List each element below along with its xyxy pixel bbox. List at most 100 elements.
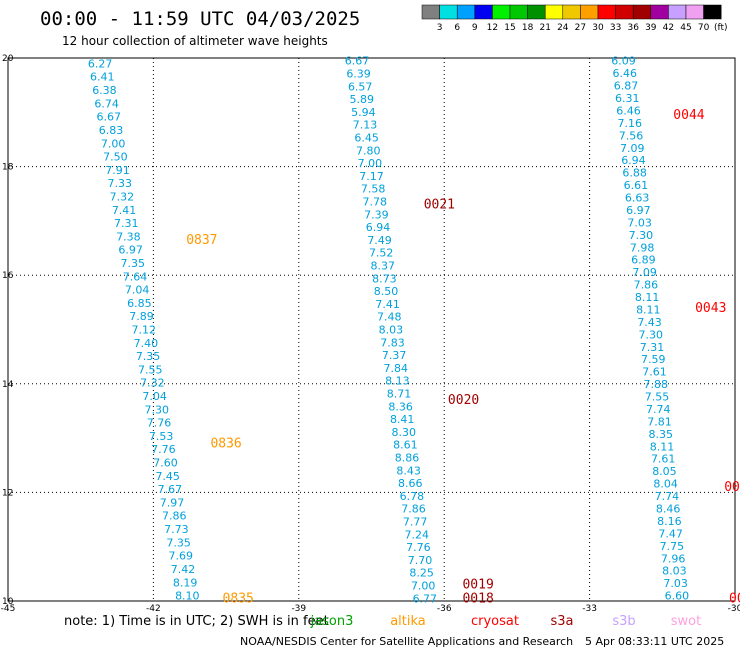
wave-height-point: 7.40 — [134, 337, 159, 350]
wave-height-point: 7.32 — [140, 377, 165, 390]
colorbar-label: 9 — [472, 23, 478, 33]
y-tick-label: 12 — [2, 488, 13, 498]
wave-height-point: 8.61 — [393, 439, 418, 452]
colorbar-label: 6 — [454, 23, 460, 33]
wave-height-point: 6.97 — [626, 204, 651, 217]
wave-height-point: 6.94 — [621, 154, 646, 167]
y-tick-label: 14 — [2, 380, 14, 390]
wave-height-point: 7.30 — [629, 229, 654, 242]
pass-label: 0044 — [673, 108, 704, 123]
pass-label: 0835 — [223, 591, 254, 606]
pass-label: 0020 — [448, 393, 479, 408]
grid — [8, 58, 735, 601]
pass-label: 0837 — [186, 233, 217, 248]
satellite-legend: jason3 altika cryosat s3a s3b swot — [310, 614, 702, 629]
wave-height-point: 7.43 — [637, 316, 662, 329]
x-tick-label: -30 — [728, 604, 740, 614]
pass-label: 0043 — [695, 301, 726, 316]
wave-height-point: 7.48 — [377, 311, 402, 324]
wave-height-point: 7.00 — [411, 579, 436, 592]
wave-height-point: 6.85 — [127, 297, 152, 310]
wave-height-point: 8.13 — [385, 375, 410, 388]
wave-height-point: 7.16 — [617, 117, 642, 130]
wave-height-point: 6.38 — [92, 84, 117, 97]
colorbar-swatch — [632, 4, 652, 20]
wave-height-point: 7.96 — [661, 552, 686, 565]
wave-height-point: 7.52 — [369, 247, 394, 260]
colorbar-swatch — [650, 4, 669, 20]
wave-height-point: 7.12 — [131, 324, 156, 337]
x-tick-label: -45 — [1, 604, 16, 614]
wave-height-point: 8.19 — [173, 576, 198, 589]
pass-label: 0018 — [462, 591, 493, 606]
wave-height-point: 6.46 — [616, 104, 641, 117]
pass-label: 0021 — [424, 198, 455, 213]
wave-height-point: 7.59 — [641, 353, 666, 366]
wave-height-point: 7.80 — [356, 144, 381, 157]
wave-height-point: 7.53 — [149, 430, 174, 443]
wave-height-point: 7.97 — [160, 496, 185, 509]
wave-height-point: 7.84 — [383, 362, 408, 375]
wave-height-point: 7.76 — [147, 417, 172, 430]
wave-height-point: 7.50 — [103, 151, 128, 164]
wave-height-point: 7.30 — [639, 328, 664, 341]
wave-height-point: 8.86 — [395, 451, 420, 464]
wave-height-point: 7.98 — [630, 241, 655, 254]
wave-height-point: 6.39 — [346, 68, 371, 81]
wave-height-point: 7.76 — [406, 541, 431, 554]
wave-height-point: 7.35 — [121, 257, 146, 270]
wave-height-point: 8.11 — [650, 440, 675, 453]
wave-height-point: 6.41 — [90, 71, 115, 84]
y-tick-label: 18 — [2, 163, 14, 173]
colorbar-swatch — [456, 4, 476, 20]
satellite-legend-item: s3b — [612, 614, 635, 629]
wave-height-point: 7.56 — [619, 129, 644, 142]
wave-height-point: 7.37 — [382, 349, 407, 362]
colorbar-label: 18 — [522, 23, 534, 33]
wave-height-point: 8.11 — [636, 303, 661, 316]
wave-height-point: 8.35 — [648, 428, 673, 441]
wave-height-point: 6.88 — [622, 167, 647, 180]
colorbar-unit: (ft) — [714, 23, 728, 33]
chart-subtitle: 12 hour collection of altimeter wave hei… — [62, 34, 328, 48]
colorbar-swatch — [703, 4, 722, 20]
wave-height-point: 6.63 — [625, 192, 650, 205]
wave-height-point: 7.17 — [359, 170, 384, 183]
colorbar-swatch — [544, 4, 564, 20]
wave-height-point: 7.04 — [125, 284, 150, 297]
wave-height-point: 6.97 — [118, 244, 143, 257]
wave-height-point: 6.60 — [665, 590, 690, 603]
footer-credit: NOAA/NESDIS Center for Satellite Applica… — [240, 635, 573, 648]
wave-height-point: 7.60 — [153, 457, 178, 470]
wave-height-point: 8.36 — [388, 400, 413, 413]
wave-height-point: 8.05 — [652, 465, 677, 478]
wave-height-point: 8.73 — [372, 272, 397, 285]
plot-frame — [7, 57, 736, 602]
wave-height-point: 8.03 — [662, 565, 687, 578]
colorbar-swatch — [597, 4, 616, 20]
satellite-legend-item: jason3 — [310, 614, 354, 629]
wave-height-point: 8.30 — [392, 426, 417, 439]
wave-height-point: 8.71 — [387, 387, 412, 400]
wave-height-point: 5.94 — [351, 106, 376, 119]
wave-height-point: 7.35 — [166, 536, 191, 549]
wave-height-point: 7.83 — [380, 336, 405, 349]
colorbar-swatch — [562, 4, 581, 20]
wave-height-point: 7.81 — [647, 415, 672, 428]
wave-height-point: 7.00 — [101, 137, 126, 150]
colorbar-label: 24 — [557, 23, 569, 33]
colorbar-label: 15 — [504, 23, 515, 33]
wave-height-point: 7.78 — [362, 196, 387, 209]
note-text: note: 1) Time is in UTC; 2) SWH is in fe… — [64, 614, 329, 629]
colorbar-label: 21 — [539, 23, 550, 33]
pass-label: 0041 — [729, 591, 740, 606]
wave-height-point: 7.13 — [353, 119, 378, 132]
y-tick-label: 16 — [2, 271, 14, 281]
colorbar-label: 42 — [663, 23, 674, 33]
wave-height-point: 6.45 — [354, 132, 379, 145]
colorbar-label: 33 — [610, 23, 621, 33]
colorbar-label: 30 — [592, 23, 604, 33]
wave-height-point: 7.86 — [162, 510, 187, 523]
